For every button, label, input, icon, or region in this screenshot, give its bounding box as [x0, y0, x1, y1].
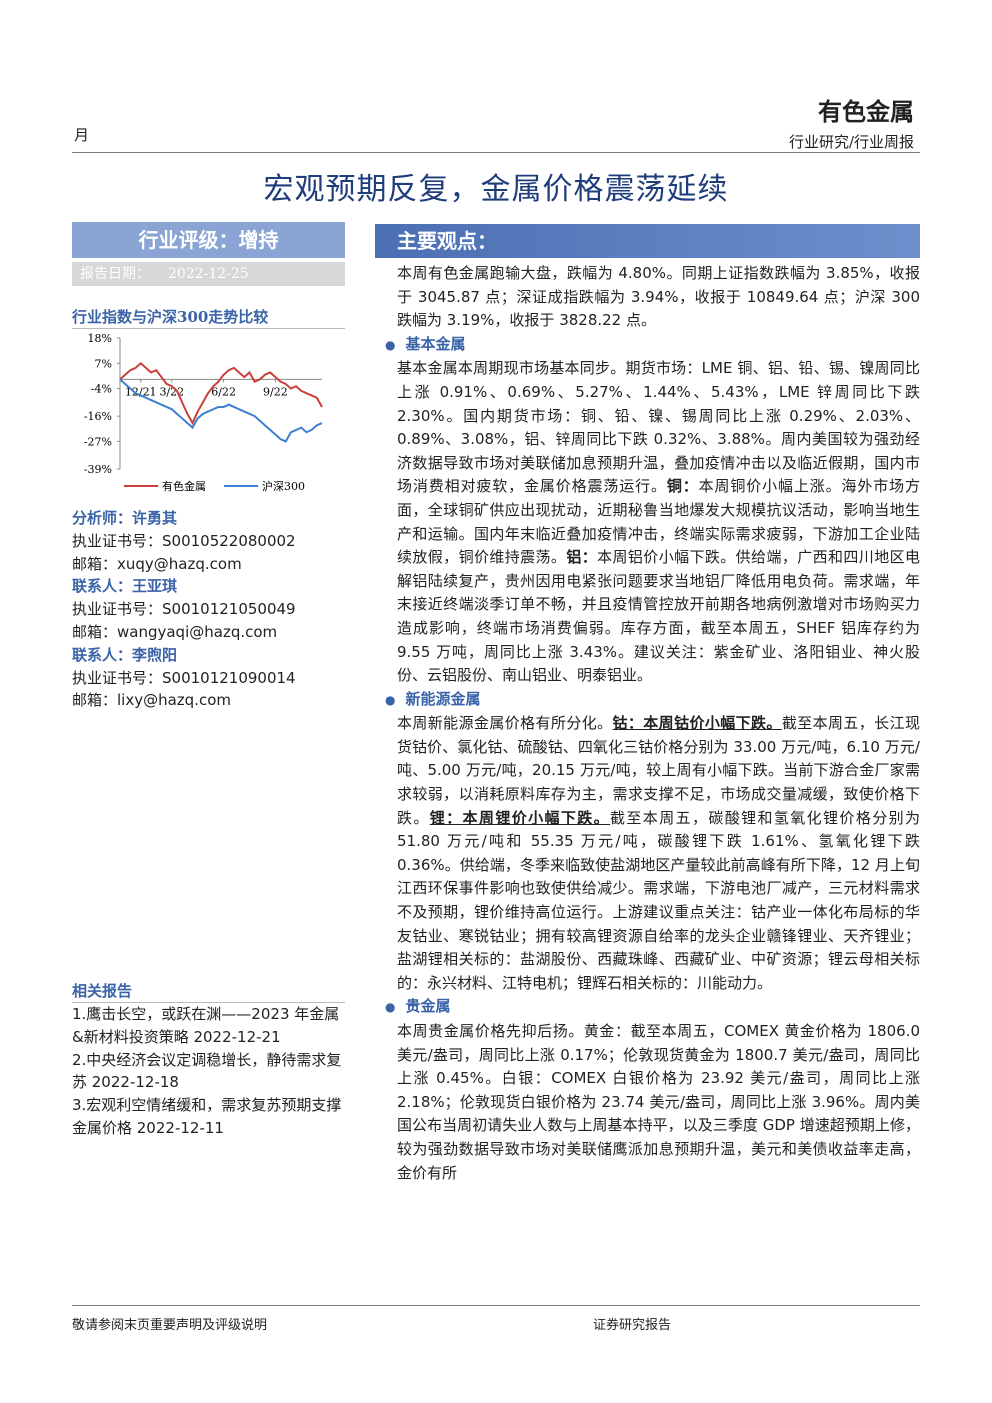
text-run: 本周有色金属跑输大盘，跌幅为 4.80%。同期上证指数跌幅为 3.85%，收报于…: [397, 264, 920, 330]
y-tick-label: -27%: [84, 435, 112, 448]
paragraph: 本周贵金属价格先抑后扬。黄金：截至本周五，COMEX 黄金价格为 1806.0 …: [375, 1020, 920, 1185]
related-rule: [72, 1002, 345, 1003]
section-heading: 贵金属: [375, 995, 920, 1020]
chart-rule: [72, 328, 345, 329]
contact-line: 执业证书号：S0010121050049: [72, 600, 296, 619]
y-tick-label: -39%: [84, 463, 112, 476]
contact-role: 联系人：李煦阳: [72, 645, 178, 664]
header-rule: [72, 152, 920, 153]
legend-label: 沪深300: [262, 479, 305, 493]
footer-rule: [72, 1305, 920, 1306]
chart: 18%7%-4%-16%-27%-39%12/21 3/22 6/22 9/22有色金…: [84, 332, 323, 493]
text-run: 本周贵金属价格先抑后扬。黄金：截至本周五，COMEX 黄金价格为 1806.0 …: [397, 1022, 920, 1182]
main-title: 主要观点：: [397, 229, 497, 253]
x-tick-label: 9/22: [263, 385, 288, 398]
section-heading: 新能源金属: [375, 688, 920, 713]
x-tick-label: 6/22: [211, 385, 236, 398]
related-item: 1.鹰击长空，或跃在渊——2023 年金属&新材料投资策略 2022-12-21: [72, 1005, 340, 1046]
contact-role: 联系人：王亚琪: [72, 577, 178, 596]
main-body: 本周有色金属跑输大盘，跌幅为 4.80%。同期上证指数跌幅为 3.85%，收报于…: [375, 262, 920, 1185]
footer-notice: 敬请参阅末页重要声明及评级说明: [72, 1318, 268, 1333]
contact-role: 分析师：许勇其: [72, 509, 178, 527]
related-list: 1.鹰击长空，或跃在渊——2023 年金属&新材料投资策略 2022-12-21…: [72, 1003, 345, 1140]
contact-line: 执业证书号：S0010121090014: [72, 668, 296, 687]
rating: 行业评级：增持: [72, 222, 345, 258]
text-run: 截至本周五，碳酸锂和氢氧化锂价格分别为 51.80 万元/吨和 55.35 万元…: [397, 808, 920, 992]
section-heading: 基本金属: [375, 333, 920, 358]
paragraph: 本周新能源金属价格有所分化。钴：本周钴价小幅下跌。截至本周五，长江现货钴价、氯化…: [375, 712, 920, 995]
contact-line: 邮箱：xuqy@hazq.com: [72, 554, 242, 573]
contact-line: 执业证书号：S0010522080002: [72, 531, 296, 550]
text-run: 截至本周五，长江现货钴价、氯化钴、硫酸钴、四氧化三钴价格分别为 33.00 万元…: [397, 714, 920, 827]
contacts: 分析师：许勇其执业证书号：S0010522080002 邮箱：xuqy@hazq.…: [72, 507, 345, 712]
contact-line: 邮箱：wangyaqi@hazq.com: [72, 622, 278, 641]
category: 行业研究/行业周报: [788, 133, 914, 151]
emphasis-run: 铝：: [566, 548, 598, 567]
main-header: 主要观点：: [375, 224, 920, 258]
series-line: [119, 378, 323, 443]
contact-line: 邮箱：lixy@hazq.com: [72, 691, 231, 710]
emphasis-run: 钴：本周钴价小幅下跌。: [612, 714, 782, 733]
date-value: 2022-12-25: [168, 266, 249, 282]
text-run: 基本金属本周期现市场基本同步。期货市场：LME 铜、铝、铅、锡、镍周同比上涨 0…: [397, 359, 920, 496]
sector: 有色金属: [818, 97, 914, 126]
text-run: 本周新能源金属价格有所分化。: [397, 714, 613, 733]
title: 宏观预期反复，金属价格震荡延续: [263, 172, 729, 207]
emphasis-run: 铜：: [666, 477, 699, 496]
text-run: 本周铝价小幅下跌。供给端，广西和四川地区电解铝陆续复产，贵州因用电紧张问题要求当…: [397, 548, 920, 685]
x-tick-label: 12/21: [125, 385, 157, 398]
legend-label: 有色金属: [162, 479, 206, 493]
paragraph: 本周有色金属跑输大盘，跌幅为 4.80%。同期上证指数跌幅为 3.85%，收报于…: [375, 262, 920, 333]
y-tick-label: 7%: [95, 357, 112, 370]
emphasis-run: 锂：本周锂价小幅下跌。: [429, 808, 611, 827]
related-item: 3.宏观利空情绪缓和，需求复苏预期支撑金属价格 2022-12-11: [72, 1096, 342, 1137]
side-mark: 月: [74, 126, 90, 144]
related-item: 2.中央经济会议定调稳增长，静待需求复苏 2022-12-18: [72, 1050, 342, 1092]
series-line: [119, 361, 323, 426]
y-tick-label: -4%: [91, 383, 112, 396]
footer-type: 证券研究报告: [593, 1318, 672, 1333]
report-date: 报告日期： 2022-12-25: [72, 262, 345, 286]
date-label: 报告日期：: [80, 266, 150, 282]
text-run: 本周铜价小幅上涨。海外市场方面，全球铜矿供应出现扰动，近期秘鲁当地爆发大规模抗议…: [397, 477, 920, 567]
related-title: 相关报告: [72, 982, 133, 1000]
chart-title: 行业指数与沪深300走势比较: [72, 308, 269, 326]
paragraph: 基本金属本周期现市场基本同步。期货市场：LME 铜、铝、铅、锡、镍周同比上涨 0…: [375, 357, 920, 687]
y-tick-label: 18%: [88, 332, 112, 345]
y-tick-label: -16%: [84, 410, 112, 423]
